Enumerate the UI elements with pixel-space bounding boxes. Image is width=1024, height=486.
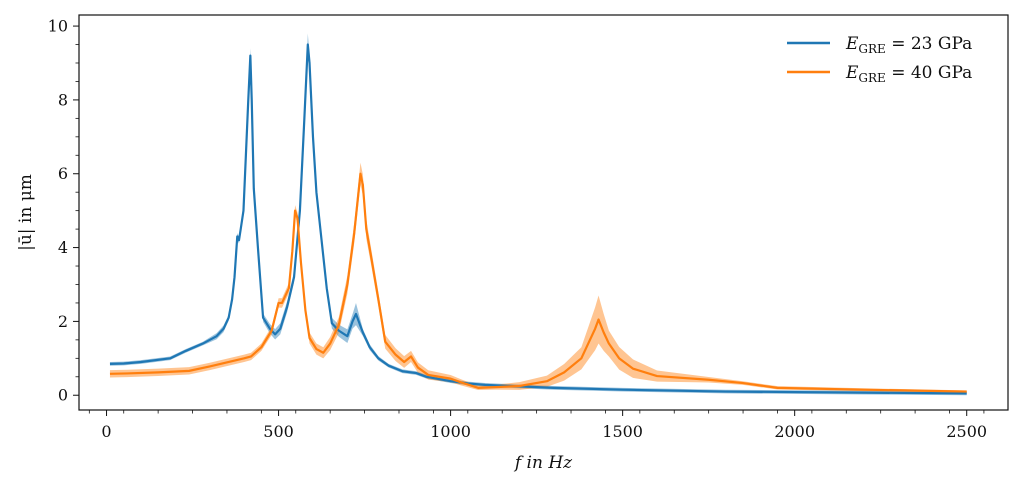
- legend: EGRE = 23 GPa EGRE = 40 GPa: [787, 34, 972, 85]
- uncertainty-bands: [109, 33, 967, 396]
- legend-label-1: EGRE = 23 GPa: [845, 34, 972, 56]
- y-tick-label: 2: [58, 312, 68, 331]
- series-lines: [109, 43, 967, 395]
- y-tick-label: 10: [48, 17, 68, 36]
- uncertainty-band-2: [109, 162, 967, 393]
- uncertainty-band-1: [109, 33, 967, 396]
- x-axis-label: f in Hz: [513, 453, 573, 473]
- x-tick-label: 0: [101, 422, 111, 441]
- y-tick-label: 4: [58, 238, 68, 257]
- y-tick-label: 0: [58, 386, 68, 405]
- y-axis-ticks: 0 2 4 6 8 10: [48, 17, 79, 405]
- series-line-2: [109, 172, 967, 393]
- plot-frame: [78, 14, 1009, 411]
- series-line-1: [109, 43, 967, 395]
- y-tick-label: 6: [58, 164, 68, 183]
- legend-label-2: EGRE = 40 GPa: [845, 63, 972, 85]
- y-axis-label: |ū| in μm: [16, 174, 36, 251]
- y-tick-label: 8: [58, 90, 68, 109]
- x-tick-label: 500: [263, 422, 294, 441]
- x-tick-label: 2000: [774, 422, 815, 441]
- x-tick-label: 1500: [602, 422, 643, 441]
- x-axis-ticks: 0 500 1000 1500 2000 2500: [88, 410, 987, 441]
- x-tick-label: 1000: [430, 422, 471, 441]
- x-tick-label: 2500: [946, 422, 987, 441]
